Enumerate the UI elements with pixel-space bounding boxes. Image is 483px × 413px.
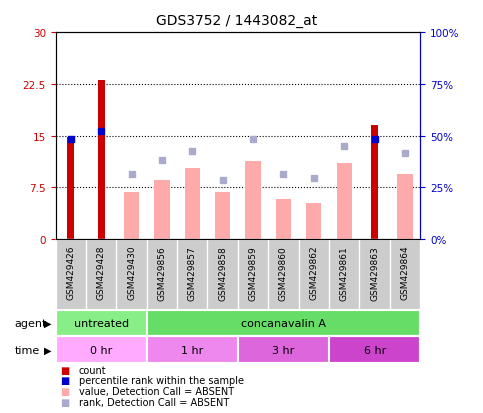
Bar <box>98 81 104 240</box>
Bar <box>147 310 420 337</box>
Text: ■: ■ <box>60 375 70 385</box>
Text: untreated: untreated <box>73 318 128 328</box>
Bar <box>154 181 170 240</box>
Text: GSM429857: GSM429857 <box>188 245 197 300</box>
Text: 6 hr: 6 hr <box>364 345 386 355</box>
Text: ▶: ▶ <box>43 318 51 328</box>
Bar <box>276 199 291 240</box>
Bar <box>398 174 412 240</box>
Bar <box>147 337 238 363</box>
Bar <box>245 162 261 240</box>
Text: GSM429859: GSM429859 <box>249 245 257 300</box>
Text: ■: ■ <box>60 386 70 396</box>
Bar <box>124 193 139 240</box>
Text: rank, Detection Call = ABSENT: rank, Detection Call = ABSENT <box>79 397 229 407</box>
Text: GSM429856: GSM429856 <box>157 245 167 300</box>
Text: ■: ■ <box>60 397 70 407</box>
Bar <box>56 337 147 363</box>
Text: 3 hr: 3 hr <box>272 345 295 355</box>
Bar <box>185 169 200 240</box>
Text: GSM429860: GSM429860 <box>279 245 288 300</box>
Text: value, Detection Call = ABSENT: value, Detection Call = ABSENT <box>79 386 234 396</box>
Text: GSM429430: GSM429430 <box>127 245 136 300</box>
Text: percentile rank within the sample: percentile rank within the sample <box>79 375 244 385</box>
Bar <box>329 337 420 363</box>
Text: GDS3752 / 1443082_at: GDS3752 / 1443082_at <box>156 14 317 28</box>
Text: concanavalin A: concanavalin A <box>241 318 326 328</box>
Bar <box>371 126 378 240</box>
Text: ▶: ▶ <box>43 345 51 355</box>
Text: GSM429426: GSM429426 <box>66 245 75 299</box>
Bar <box>56 310 147 337</box>
Text: GSM429864: GSM429864 <box>400 245 410 300</box>
Text: count: count <box>79 365 106 375</box>
Text: GSM429858: GSM429858 <box>218 245 227 300</box>
Text: 0 hr: 0 hr <box>90 345 112 355</box>
Bar <box>67 138 74 240</box>
Text: GSM429861: GSM429861 <box>340 245 349 300</box>
Text: GSM429863: GSM429863 <box>370 245 379 300</box>
Text: 1 hr: 1 hr <box>181 345 203 355</box>
Text: GSM429428: GSM429428 <box>97 245 106 299</box>
Bar <box>306 204 322 240</box>
Text: agent: agent <box>14 318 47 328</box>
Bar <box>238 337 329 363</box>
Bar <box>215 193 230 240</box>
Text: time: time <box>14 345 40 355</box>
Bar <box>337 164 352 240</box>
Text: ■: ■ <box>60 365 70 375</box>
Text: GSM429862: GSM429862 <box>309 245 318 300</box>
